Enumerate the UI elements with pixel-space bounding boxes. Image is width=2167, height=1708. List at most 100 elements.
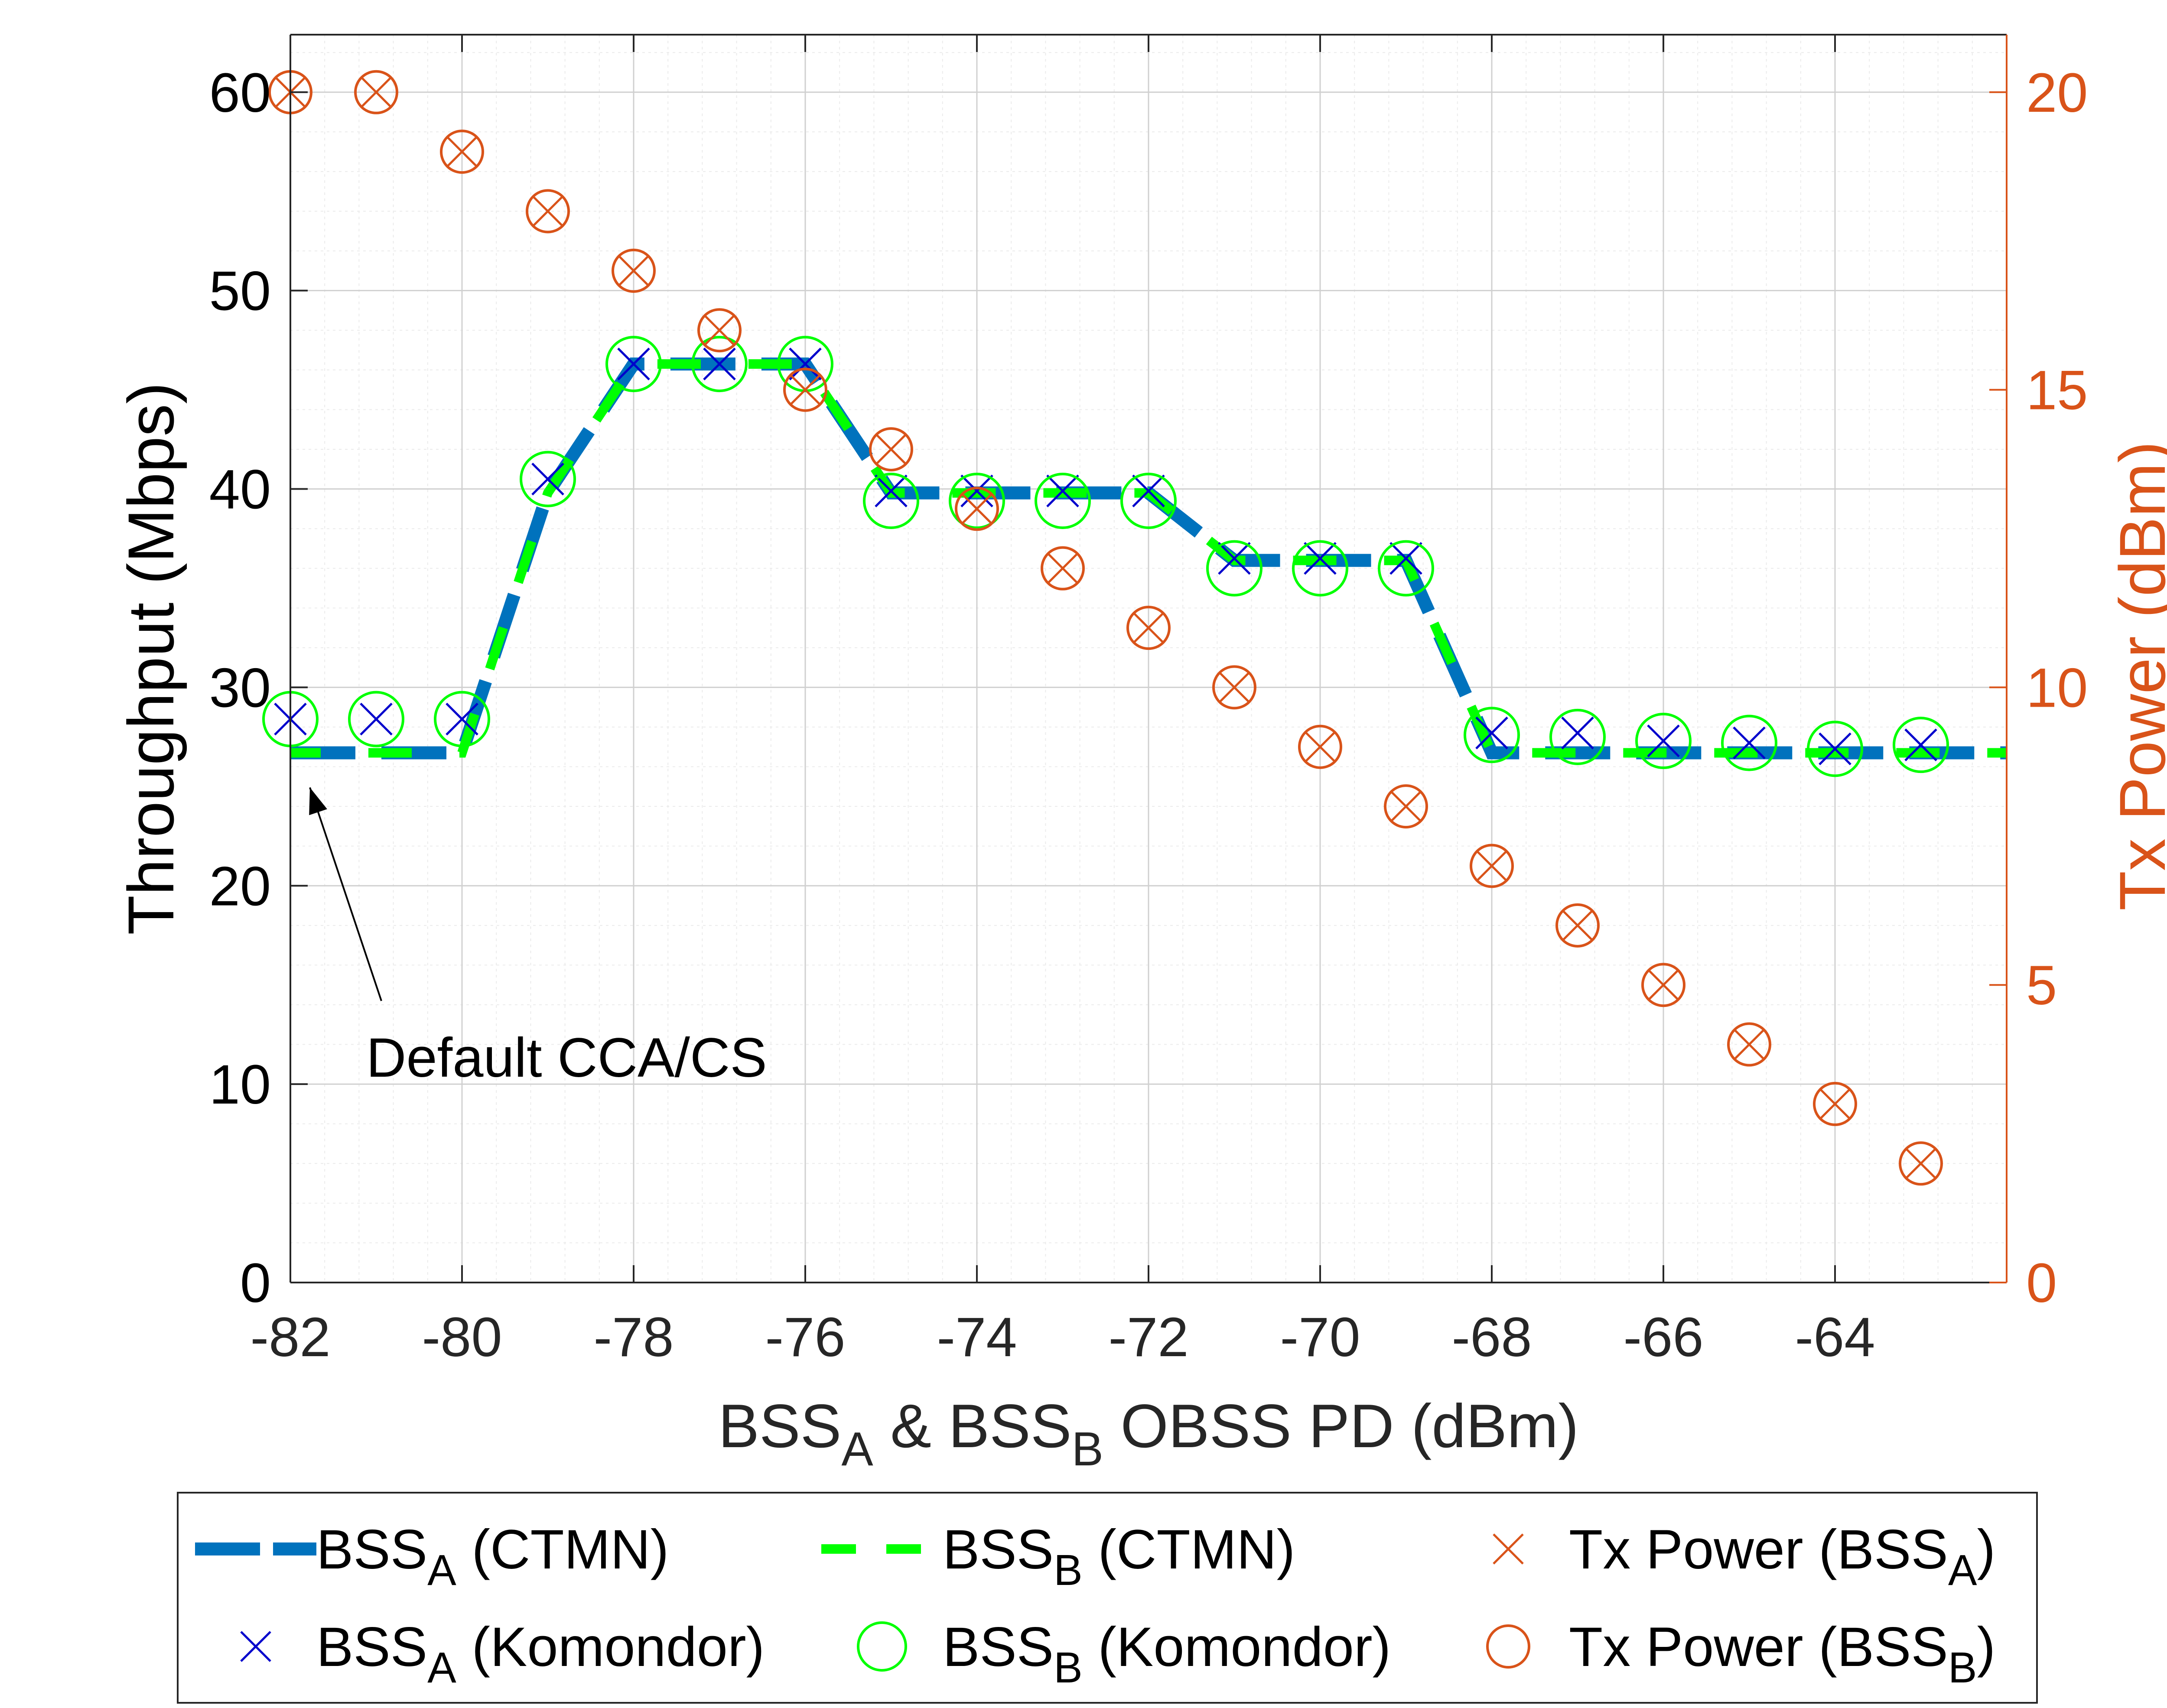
data-point-x-stroke-2 <box>1561 716 1594 750</box>
series-markers-5 <box>268 70 1943 1186</box>
legend-o-icon <box>1486 1624 1530 1669</box>
y-right-tick-label: 15 <box>2026 360 2088 422</box>
y-left-tick-label: 20 <box>209 855 271 917</box>
data-point-x-stroke-2 <box>1562 910 1593 941</box>
data-point-o <box>955 487 999 531</box>
data-point-o <box>1384 784 1428 829</box>
legend-label-sub: A <box>427 1643 456 1692</box>
x-tick-label: -70 <box>1280 1306 1360 1368</box>
data-point-o <box>1206 540 1262 597</box>
legend-label-sub: A <box>427 1546 456 1594</box>
y-axis-left-label: Throughput (Mbps) <box>114 382 187 935</box>
data-point-o <box>348 691 404 747</box>
y-right-tick-label: 10 <box>2026 657 2088 719</box>
x-axis-label-sub-b: B <box>1072 1422 1103 1476</box>
series-1 <box>290 359 2007 758</box>
series-line-1 <box>290 359 2007 758</box>
data-point-o <box>1212 665 1256 710</box>
annotation-default-cca: Default CCA/CS <box>309 787 767 1089</box>
data-point-x-stroke-2 <box>1734 1029 1765 1060</box>
x-tick-label: -66 <box>1624 1306 1704 1368</box>
y-left-tick-label: 0 <box>240 1252 271 1314</box>
legend-label-main: BSS <box>316 1519 427 1581</box>
data-point-x-stroke-2 <box>532 195 563 227</box>
data-point-x-stroke-2 <box>1389 542 1422 575</box>
data-point-o <box>1035 472 1091 529</box>
x-tick-label: -64 <box>1795 1306 1875 1368</box>
legend-label-main: Tx Power (BSS <box>1569 1519 1948 1581</box>
x-axis-label-sub-a: A <box>841 1422 873 1476</box>
data-point-x-stroke-2 <box>446 136 478 167</box>
data-point-x-stroke-2 <box>1304 542 1337 575</box>
data-point-x-stroke-2 <box>1905 1148 1936 1179</box>
data-point-x-stroke-2 <box>961 493 992 525</box>
data-point-x-stroke-2 <box>960 474 993 507</box>
data-point-x-stroke-2 <box>875 474 908 507</box>
grid <box>290 35 2008 1283</box>
data-point-x-stroke-2 <box>703 347 736 380</box>
legend-label-tail: (Komondor) <box>1083 1616 1391 1678</box>
legend-entry-4: Tx Power (BSSA) <box>1493 1519 1995 1594</box>
data-point-o <box>1899 1141 1943 1186</box>
axes: -82 -80 -78 -76 -74 -72 -70 -68 -66 -64 0 10 20 30 40 5… <box>209 34 2088 1368</box>
data-point-o <box>1120 472 1177 529</box>
data-point-x-stroke-2 <box>1390 791 1422 822</box>
data-point-x-stroke-2 <box>875 434 907 465</box>
data-point-x-stroke-2 <box>1305 731 1336 763</box>
legend-label-main: BSS <box>316 1616 427 1678</box>
data-point-o <box>1126 606 1171 650</box>
legend-label-tail: ) <box>1977 1519 1996 1581</box>
annotation-text: Default CCA/CS <box>366 1027 767 1089</box>
annotation-arrow <box>309 787 382 1001</box>
x-tick-label: -78 <box>594 1306 674 1368</box>
legend-label-sub: B <box>1054 1643 1083 1692</box>
data-point-o <box>1549 708 1606 765</box>
y-left-tick-label: 50 <box>209 260 271 322</box>
legend-label-tail: (CTMN) <box>456 1519 669 1581</box>
annotation-arrowhead <box>309 787 327 815</box>
data-point-o <box>605 336 662 393</box>
series-markers-4 <box>275 77 1936 1179</box>
data-point-x-stroke-2 <box>789 347 822 380</box>
data-point-o <box>1807 721 1863 777</box>
data-point-o <box>354 70 398 114</box>
data-point-x-stroke-2 <box>704 315 735 346</box>
data-point-x-stroke-2 <box>1047 552 1078 584</box>
legend-box <box>177 1492 2038 1704</box>
x-tick-label: -82 <box>251 1306 331 1368</box>
legend-label-sub: B <box>1054 1546 1083 1594</box>
data-point-o <box>1893 717 1949 773</box>
data-point-x-stroke-2 <box>790 374 821 406</box>
legend-label: Tx Power (BSSA) <box>1569 1519 1995 1594</box>
data-point-x-stroke-2 <box>1733 726 1766 760</box>
data-point-x-stroke-2 <box>1133 612 1164 643</box>
legend-entry-2: BSSA (Komondor) <box>240 1616 765 1692</box>
legend-label: BSSB (CTMN) <box>943 1519 1295 1594</box>
data-point-x-stroke-2 <box>360 702 393 736</box>
legend-label-sub: A <box>1948 1546 1977 1594</box>
data-point-x-stroke-2 <box>531 462 564 496</box>
legend-label-tail: (Komondor) <box>456 1616 765 1678</box>
series-markers-2 <box>274 347 1937 766</box>
legend-label-sub: B <box>1948 1643 1977 1692</box>
series-markers-3 <box>262 336 1949 777</box>
data-point-x-stroke-2 <box>361 77 392 108</box>
data-point-o <box>1470 844 1514 888</box>
data-point-o <box>520 451 576 507</box>
legend-label-main: Tx Power (BSS <box>1569 1616 1948 1678</box>
data-point-x-stroke-2 <box>617 347 650 380</box>
data-point-x-stroke-2 <box>1476 850 1507 882</box>
legend-entry-5: Tx Power (BSSB) <box>1486 1616 1995 1692</box>
legend-label-main: BSS <box>943 1616 1054 1678</box>
data-point-o <box>1813 1081 1857 1126</box>
data-point-x-stroke-2 <box>1475 716 1508 750</box>
data-point-o <box>1721 714 1777 771</box>
data-point-o <box>863 472 919 529</box>
data-point-o <box>1727 1022 1771 1067</box>
data-point-x-stroke-2 <box>1904 728 1937 761</box>
legend: BSSA (CTMN) BSSB (CTMN) Tx Power (BSSA)BSS… <box>177 1492 2038 1704</box>
x-axis-label-mid: & BSS <box>873 1392 1072 1461</box>
data-point-x-stroke-2 <box>1819 732 1851 766</box>
data-point-o <box>1298 724 1342 769</box>
legend-x-icon-stroke-2 <box>240 1631 271 1662</box>
